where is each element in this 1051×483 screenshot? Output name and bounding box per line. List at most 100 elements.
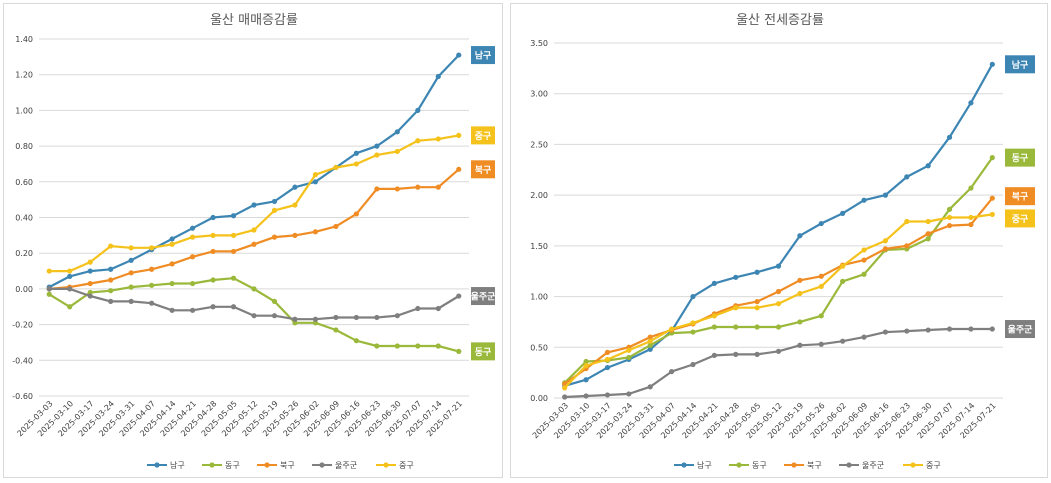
data-point <box>189 254 196 260</box>
end-label-box <box>1005 55 1035 74</box>
data-point <box>733 351 739 357</box>
data-point <box>626 354 632 361</box>
series-line-남구 <box>564 63 994 387</box>
data-point <box>968 100 974 106</box>
data-point <box>292 320 298 326</box>
data-point <box>946 206 953 212</box>
data-point <box>271 313 278 319</box>
data-point <box>690 361 696 368</box>
data-point <box>353 338 359 344</box>
data-point <box>169 241 175 247</box>
data-point <box>690 320 696 326</box>
data-point <box>210 304 216 310</box>
data-point <box>840 338 846 344</box>
data-point <box>312 172 319 178</box>
legend-marker <box>264 462 270 468</box>
data-point <box>818 313 824 319</box>
data-point <box>840 278 846 284</box>
legend-item-북구: 북구 <box>784 461 822 470</box>
data-point <box>149 245 155 251</box>
end-label-box <box>471 160 495 179</box>
data-point <box>128 257 134 263</box>
legend-marker <box>383 462 389 468</box>
legend-label: 북구 <box>807 461 822 470</box>
data-point <box>925 218 931 225</box>
data-point <box>169 280 175 287</box>
end-label-box <box>1005 187 1035 206</box>
data-point <box>108 266 114 272</box>
data-point <box>711 313 717 319</box>
data-point <box>775 263 782 269</box>
end-label-북구: 북구 <box>471 160 495 179</box>
data-point <box>169 307 175 313</box>
sale-price-change-chart: 울산 매매증감률 -0.60 -0.40 -0.20 0.00 0.20 0.40 0.60 0… <box>3 3 503 478</box>
data-point <box>353 150 359 156</box>
data-point <box>775 348 782 354</box>
data-point <box>754 324 760 330</box>
data-point <box>394 186 400 192</box>
legend-label: 울주군 <box>862 461 884 470</box>
data-point <box>230 248 237 255</box>
y-tick-label: 0.00 <box>530 394 548 403</box>
data-point <box>456 166 462 172</box>
data-point <box>292 184 298 190</box>
data-point <box>435 184 441 190</box>
data-point <box>775 288 782 295</box>
data-point <box>128 270 134 276</box>
data-point <box>968 221 974 228</box>
data-point <box>230 213 237 219</box>
end-label-남구: 남구 <box>471 46 495 65</box>
data-point <box>394 148 400 155</box>
data-point <box>87 293 93 299</box>
end-label-box <box>1005 148 1035 167</box>
data-point <box>604 356 611 363</box>
data-point <box>353 211 359 217</box>
data-point <box>189 307 196 313</box>
y-tick-label: 0.40 <box>15 214 33 223</box>
data-point <box>435 305 441 312</box>
data-point <box>189 234 196 240</box>
legend-item-북구: 북구 <box>257 461 295 470</box>
data-point <box>968 185 974 191</box>
data-point <box>230 232 237 238</box>
data-point <box>583 362 589 369</box>
data-point <box>210 277 216 283</box>
end-label-동구: 동구 <box>471 342 495 361</box>
data-point <box>108 243 114 249</box>
y-tick-label: 1.00 <box>530 293 548 302</box>
data-point <box>925 231 931 237</box>
y-tick-label: 1.20 <box>15 71 33 80</box>
y-tick-label: 1.00 <box>15 106 33 115</box>
end-label-울주군: 울주군 <box>471 287 496 306</box>
y-tick-label: 0.80 <box>15 142 33 151</box>
data-point <box>353 161 359 167</box>
y-tick-label: 1.40 <box>15 35 33 44</box>
end-label-box <box>471 46 495 65</box>
data-point <box>333 314 339 321</box>
data-point <box>861 197 867 203</box>
data-point <box>733 305 739 311</box>
data-point <box>128 245 134 251</box>
data-point <box>87 289 93 296</box>
data-point <box>210 232 216 238</box>
data-point <box>775 301 782 307</box>
end-label-text: 중구 <box>475 131 492 142</box>
data-point <box>415 138 421 144</box>
y-tick-label: 2.50 <box>530 140 548 149</box>
data-point <box>271 298 278 304</box>
data-point <box>754 305 760 311</box>
legend-item-남구: 남구 <box>147 461 185 470</box>
data-point <box>882 238 889 244</box>
data-point <box>818 220 824 227</box>
data-point <box>562 385 568 391</box>
end-label-text: 동구 <box>475 347 492 358</box>
legend-marker <box>209 462 215 468</box>
data-point <box>251 227 257 233</box>
end-label-중구: 중구 <box>471 126 495 145</box>
data-point <box>394 343 400 349</box>
data-point <box>968 214 974 221</box>
data-point <box>435 73 441 80</box>
data-point <box>690 293 696 300</box>
data-point <box>271 234 278 240</box>
end-label-box <box>471 126 495 145</box>
